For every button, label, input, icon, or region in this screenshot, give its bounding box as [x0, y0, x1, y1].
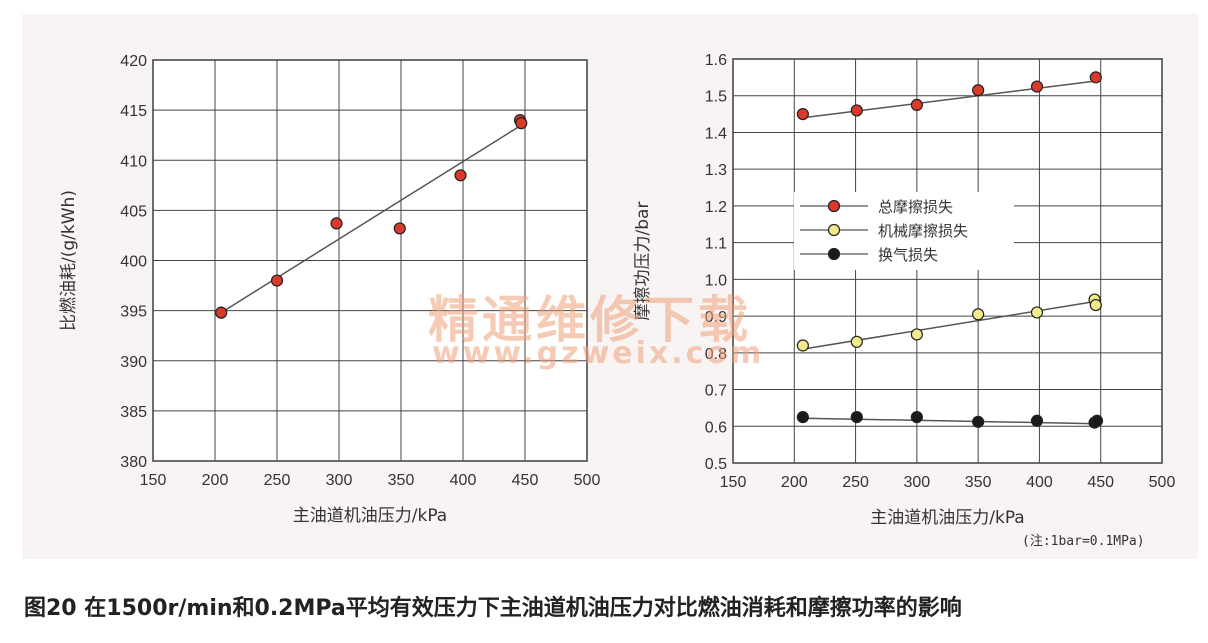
y-axis-label: 比燃油耗/(g/kWh) — [59, 190, 79, 331]
data-point — [850, 104, 863, 117]
data-point — [796, 410, 809, 424]
unit-note: (注:1bar=0.1MPa) — [1022, 534, 1145, 549]
legend-label: 总摩擦损失 — [878, 198, 953, 216]
legend-label: 机械摩擦损失 — [878, 222, 968, 240]
x-tick-label: 150 — [720, 474, 747, 491]
x-tick-label: 350 — [388, 472, 415, 489]
data-point — [910, 98, 923, 112]
y-tick-label: 380 — [120, 454, 147, 471]
y-tick-label: 0.7 — [705, 383, 727, 400]
data-point — [972, 308, 985, 321]
y-tick-label: 395 — [120, 304, 147, 321]
y-tick-label: 1.6 — [705, 52, 727, 69]
y-tick-label: 410 — [120, 153, 147, 170]
data-point — [972, 84, 985, 97]
y-tick-label: 390 — [120, 354, 147, 371]
data-point — [1089, 71, 1102, 84]
y-tick-label: 420 — [120, 53, 147, 70]
y-tick-label: 1.4 — [705, 125, 727, 142]
data-point — [1090, 414, 1104, 427]
x-tick-label: 400 — [1026, 474, 1053, 491]
x-tick-label: 300 — [326, 472, 353, 489]
y-tick-label: 1.2 — [705, 199, 727, 216]
data-point — [1030, 80, 1044, 93]
data-point — [1030, 306, 1044, 319]
data-point — [330, 217, 343, 230]
data-point — [215, 306, 228, 319]
watermark-text: 精通维修下载 — [428, 291, 752, 349]
x-tick-label: 450 — [512, 472, 539, 489]
y-tick-label: 0.5 — [705, 456, 727, 473]
y-tick-label: 0.9 — [705, 309, 727, 326]
x-axis-label: 主油道机油压力/kPa — [293, 506, 447, 526]
data-point — [972, 415, 985, 428]
data-point — [1030, 414, 1044, 427]
x-tick-label: 200 — [781, 474, 808, 491]
data-point — [796, 107, 809, 121]
x-tick-label: 250 — [264, 472, 291, 489]
data-point — [515, 117, 528, 130]
data-point — [393, 222, 406, 235]
watermark-url: www.gzweix.com — [432, 336, 765, 371]
x-tick-label: 300 — [904, 474, 931, 491]
data-point — [1089, 298, 1102, 312]
x-tick-label: 450 — [1087, 474, 1114, 491]
x-axis-label: 主油道机油压力/kPa — [870, 508, 1024, 528]
y-tick-label: 1.0 — [705, 272, 727, 289]
x-tick-label: 150 — [140, 472, 167, 489]
y-tick-label: 415 — [120, 103, 147, 120]
x-tick-label: 350 — [965, 474, 992, 491]
y-tick-label: 405 — [120, 203, 147, 220]
y-tick-label: 400 — [120, 254, 147, 271]
legend-marker — [827, 199, 841, 213]
data-point — [850, 410, 863, 424]
data-point — [910, 410, 923, 424]
data-point — [910, 328, 923, 341]
legend-marker — [827, 247, 841, 261]
x-tick-label: 200 — [202, 472, 229, 489]
figure-caption: 图20 在1500r/min和0.2MPa平均有效压力下主油道机油压力对比燃油消… — [24, 596, 962, 621]
y-tick-label: 1.3 — [705, 162, 727, 179]
y-tick-label: 1.5 — [705, 89, 727, 106]
legend-marker — [827, 223, 841, 237]
x-tick-label: 500 — [574, 472, 601, 489]
x-tick-label: 500 — [1149, 474, 1176, 491]
data-point — [454, 169, 467, 182]
y-axis-label: 摩擦功压力/bar — [633, 202, 653, 321]
legend-label: 换气损失 — [878, 246, 938, 264]
data-point — [270, 274, 284, 287]
x-tick-label: 250 — [842, 474, 869, 491]
y-tick-label: 0.8 — [705, 346, 727, 363]
x-tick-label: 400 — [450, 472, 477, 489]
data-point — [796, 339, 809, 352]
y-tick-label: 0.6 — [705, 419, 727, 436]
data-point — [850, 335, 863, 348]
y-tick-label: 1.1 — [705, 236, 727, 253]
y-tick-label: 385 — [120, 404, 147, 421]
